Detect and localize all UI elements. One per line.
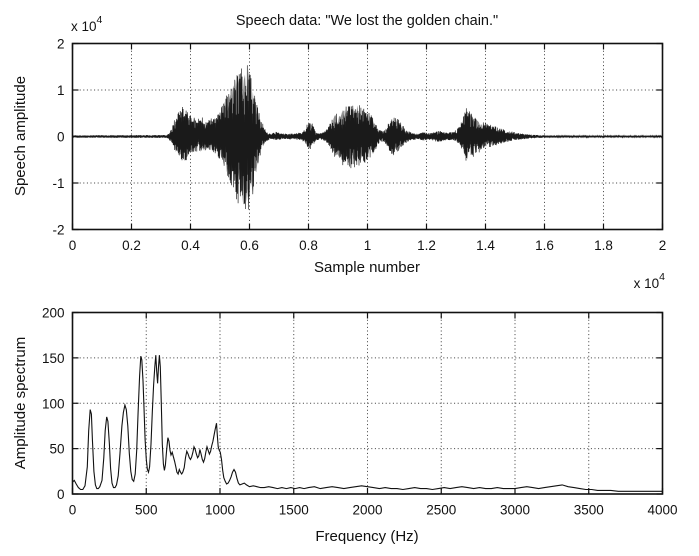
y-tick-label: -2 xyxy=(52,223,64,238)
x-multiplier-base: x 10 xyxy=(634,276,660,291)
x-tick-label: 0.8 xyxy=(299,238,318,253)
y-tick-label: 200 xyxy=(42,306,65,321)
spectrum-trace xyxy=(72,355,663,492)
x-tick-label: 2000 xyxy=(352,503,382,518)
waveform-plot: 0 0.2 0.4 0.6 0.8 1 1.2 1.4 1.6 1.8 2 -2 -1 0 1 2 Spee… xyxy=(12,13,666,291)
x-tick-label: 1.6 xyxy=(535,238,554,253)
spectrum-y-tick-labels: 0 50 100 150 200 xyxy=(42,306,65,503)
x-tick-label: 1.4 xyxy=(476,238,495,253)
y-tick-label: 1 xyxy=(57,83,65,98)
spectrum-tick-marks xyxy=(71,311,664,495)
waveform-ylabel: Speech amplitude xyxy=(12,76,29,196)
x-tick-label: 2 xyxy=(659,238,667,253)
y-multiplier-base: x 10 xyxy=(71,19,97,34)
x-tick-label: 2500 xyxy=(426,503,456,518)
y-tick-label: 0 xyxy=(57,130,65,145)
y-tick-label: 100 xyxy=(42,396,65,411)
x-tick-label: 1000 xyxy=(205,503,235,518)
x-tick-label: 1.8 xyxy=(594,238,613,253)
y-multiplier-exponent: 4 xyxy=(97,14,103,26)
waveform-xlabel: Sample number xyxy=(314,259,420,276)
waveform-title: Speech data: "We lost the golden chain." xyxy=(236,13,498,29)
spectrum-xlabel: Frequency (Hz) xyxy=(315,528,418,545)
x-tick-label: 0.2 xyxy=(122,238,141,253)
x-multiplier-exponent: 4 xyxy=(659,271,665,283)
x-tick-label: 4000 xyxy=(647,503,677,518)
waveform-grid xyxy=(72,43,663,230)
x-tick-label: 0.6 xyxy=(240,238,259,253)
x-tick-label: 1.2 xyxy=(417,238,436,253)
y-tick-label: 150 xyxy=(42,351,65,366)
x-tick-label: 1500 xyxy=(279,503,309,518)
x-tick-label: 500 xyxy=(135,503,158,518)
waveform-trace xyxy=(72,65,663,210)
spectrum-ylabel: Amplitude spectrum xyxy=(12,337,29,470)
y-tick-label: 50 xyxy=(49,442,64,457)
x-tick-label: 0.4 xyxy=(181,238,200,253)
spectrum-plot: 0 500 1000 1500 2000 2500 3000 3500 4000 0 50 100 1… xyxy=(12,306,678,546)
waveform-x-axis-multiplier: x 104 xyxy=(634,271,666,291)
x-tick-label: 3500 xyxy=(574,503,604,518)
y-tick-label: 0 xyxy=(57,487,65,502)
x-tick-label: 3000 xyxy=(500,503,530,518)
x-tick-label: 1 xyxy=(364,238,372,253)
y-tick-label: -1 xyxy=(52,176,64,191)
waveform-y-tick-labels: -2 -1 0 1 2 xyxy=(52,37,64,238)
x-tick-label: 0 xyxy=(69,238,77,253)
x-tick-label: 0 xyxy=(69,503,77,518)
y-tick-label: 2 xyxy=(57,37,65,52)
waveform-y-axis-multiplier: x 104 xyxy=(71,14,103,34)
spectrum-x-tick-labels: 0 500 1000 1500 2000 2500 3000 3500 4000 xyxy=(69,503,678,518)
waveform-tick-marks xyxy=(71,42,664,231)
waveform-x-tick-labels: 0 0.2 0.4 0.6 0.8 1 1.2 1.4 1.6 1.8 2 xyxy=(69,238,667,253)
